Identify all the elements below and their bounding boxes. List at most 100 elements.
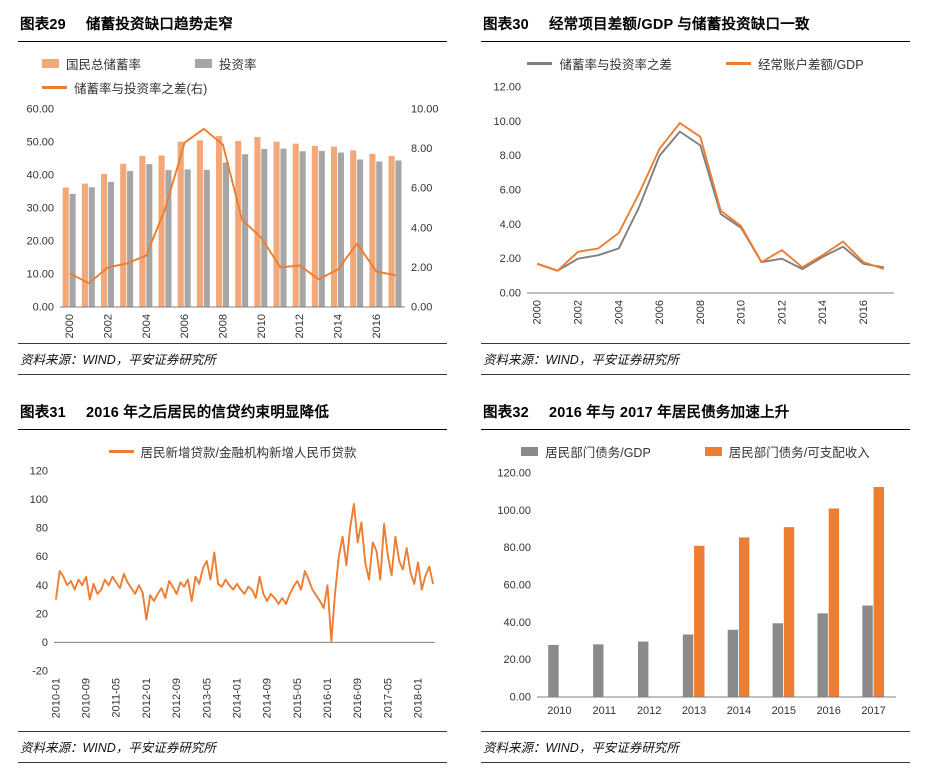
x-axis-tick-label: 2012-09 <box>171 678 183 718</box>
line-series <box>536 130 884 272</box>
chart-30-legend: 储蓄率与投资率之差 经常账户差额/GDP <box>481 42 910 77</box>
y-axis-tick-label: 60.00 <box>26 104 54 116</box>
right-y-axis-tick-label: 0.00 <box>411 302 432 314</box>
bar <box>107 181 115 307</box>
chart-29-legend: 国民总储蓄率 投资率储蓄率与投资率之差(右) <box>18 42 447 101</box>
panel-29-title-row: 图表29 储蓄投资缺口趋势走窄 <box>18 8 447 41</box>
bar <box>165 170 172 307</box>
line-series <box>69 127 396 285</box>
x-axis-tick-label: 2014 <box>332 314 344 338</box>
bar <box>146 164 153 307</box>
x-axis-tick-label: 2002 <box>102 314 114 338</box>
legend-item: 居民新增贷款/金融机构新增人民币贷款 <box>108 442 356 461</box>
y-axis-tick-label: -20 <box>32 666 48 678</box>
y-axis-tick-label: 60.00 <box>503 580 531 592</box>
x-axis-tick-label: 2011-05 <box>111 678 123 718</box>
legend-label: 经常账户差额/GDP <box>757 58 864 72</box>
bar <box>783 527 795 697</box>
legend-row: 居民新增贷款/金融机构新增人民币贷款 <box>18 442 447 461</box>
y-axis-tick-label: 80 <box>36 523 48 535</box>
figure-title: 2016 年之后居民的信贷约束明显降低 <box>85 405 330 421</box>
legend-swatch-bar-icon <box>42 59 59 68</box>
legend-row: 国民总储蓄率 投资率 <box>18 54 447 73</box>
legend-swatch-bar-icon <box>195 59 213 68</box>
title-divider <box>18 41 447 42</box>
y-axis-tick-label: 40 <box>36 580 48 592</box>
bar <box>873 487 884 697</box>
legend-item: 储蓄率与投资率之差(右) <box>42 78 207 97</box>
line-series <box>536 122 885 272</box>
legend-item: 居民部门债务/GDP <box>521 442 651 461</box>
chart-panel-32: 图表32 2016 年与 2017 年居民债务加速上升 居民部门债务/GDP 居民部… <box>463 388 926 776</box>
legend-label: 居民部门债务/可支配收入 <box>728 446 870 460</box>
bar <box>395 160 402 307</box>
y-axis-tick-label: 40.00 <box>503 617 531 629</box>
bar <box>127 171 134 307</box>
x-axis-tick-label: 2014 <box>727 705 751 717</box>
y-axis-tick-label: 20.00 <box>26 236 54 248</box>
y-axis-tick-label: 10.00 <box>26 269 54 281</box>
bar <box>280 148 287 307</box>
y-axis-tick-label: 2.00 <box>500 253 521 265</box>
right-y-axis-tick-label: 8.00 <box>411 143 432 155</box>
bar <box>158 155 165 307</box>
bar <box>350 150 357 307</box>
bar <box>299 151 306 307</box>
y-axis-tick-label: 0.00 <box>510 692 531 704</box>
legend-item: 经常账户差额/GDP <box>725 54 864 73</box>
bar <box>216 136 223 307</box>
x-axis-tick-label: 2014 <box>817 300 829 324</box>
legend-row: 居民部门债务/GDP 居民部门债务/可支配收入 <box>481 442 910 461</box>
x-axis-tick-label: 2006 <box>654 300 666 324</box>
x-axis-tick-label: 2010 <box>547 705 571 717</box>
x-axis-tick-label: 2015 <box>772 705 796 717</box>
bar <box>254 137 261 307</box>
bar <box>817 613 828 697</box>
x-axis-tick-label: 2017-05 <box>382 678 394 718</box>
y-axis-tick-label: 50.00 <box>26 137 54 149</box>
panel-31-title-row: 图表31 2016 年之后居民的信贷约束明显降低 <box>18 396 447 429</box>
x-axis-tick-label: 2011 <box>592 705 616 717</box>
legend-swatch-line-icon <box>725 62 751 65</box>
y-axis-tick-label: 4.00 <box>500 219 521 231</box>
legend-label: 储蓄率与投资率之差(右) <box>74 82 208 96</box>
y-axis-tick-label: 120 <box>30 466 48 478</box>
bar <box>242 154 249 307</box>
chart-panel-31: 图表31 2016 年之后居民的信贷约束明显降低 居民新增贷款/金融机构新增人民币… <box>0 388 463 776</box>
y-axis-tick-label: 20 <box>36 608 48 620</box>
legend-item: 投资率 <box>195 54 257 73</box>
bar <box>311 145 318 307</box>
x-axis-tick-label: 2012-01 <box>141 678 153 718</box>
bar <box>694 545 705 697</box>
bar <box>548 644 559 697</box>
bar <box>727 629 739 697</box>
bar <box>62 187 69 307</box>
x-axis-tick-label: 2014-01 <box>231 678 243 718</box>
x-axis-tick-label: 2012 <box>294 314 306 338</box>
bar <box>738 537 750 697</box>
y-axis-tick-label: 6.00 <box>500 185 521 197</box>
legend-swatch-bar-icon <box>521 447 539 456</box>
figure-title: 2016 年与 2017 年居民债务加速上升 <box>548 405 790 421</box>
legend-swatch-line-icon <box>42 86 67 89</box>
right-y-axis-tick-label: 10.00 <box>411 104 439 116</box>
source-text: 资料来源：WIND，平安证券研究所 <box>20 741 216 755</box>
chart-29-svg: 0.00 10.00 20.00 30.00 40.00 50.00 60.00 0.00 2.… <box>26 104 439 339</box>
legend-swatch-line-icon <box>108 450 134 453</box>
panel-30-title-row: 图表30 经常项目差额/GDP 与储蓄投资缺口一致 <box>481 8 910 41</box>
bar <box>196 140 203 307</box>
x-axis-tick-label: 2002 <box>572 300 584 324</box>
bar <box>331 146 338 307</box>
bar-series-group <box>62 136 402 307</box>
x-axis-tick-label: 2004 <box>613 300 625 324</box>
bar <box>772 623 784 697</box>
y-axis-tick-label: 10.00 <box>493 116 521 128</box>
legend-label: 储蓄率与投资率之差 <box>559 58 672 72</box>
bar <box>69 193 76 307</box>
bar <box>376 161 383 307</box>
x-axis-tick-label: 2016-09 <box>352 678 364 718</box>
legend-item: 国民总储蓄率 <box>42 54 141 73</box>
bar <box>292 143 299 307</box>
bar <box>88 187 95 307</box>
bar <box>101 174 108 307</box>
